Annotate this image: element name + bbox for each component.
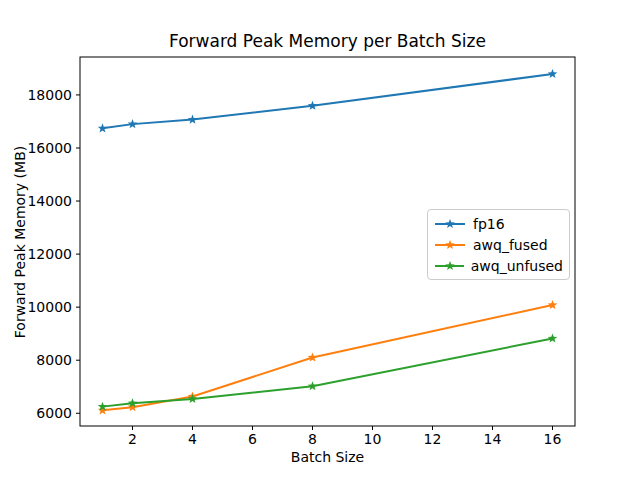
x-tick-label: 2	[128, 431, 137, 447]
legend-line-sample-fp16	[434, 217, 466, 231]
series-line-awq_unfused	[103, 338, 553, 406]
y-tick-label: 8000	[36, 352, 72, 368]
x-tick-label: 12	[424, 431, 442, 447]
x-tick-label: 8	[308, 431, 317, 447]
star-marker-icon	[445, 261, 455, 270]
x-tick-label: 6	[248, 431, 257, 447]
y-tick-label: 14000	[27, 193, 72, 209]
series-marker-fp16	[548, 69, 558, 78]
figure-canvas: Forward Peak Memory per Batch Size Forwa…	[0, 0, 640, 480]
star-marker-icon	[445, 219, 455, 228]
x-tick-label: 10	[364, 431, 382, 447]
x-axis-label: Batch Size	[80, 449, 575, 465]
y-tick-label: 18000	[27, 87, 72, 103]
series-marker-fp16	[308, 101, 318, 110]
legend-line-sample-awq_unfused	[434, 259, 464, 273]
legend-label: fp16	[473, 216, 505, 232]
series-line-fp16	[103, 74, 553, 128]
y-tick-label: 12000	[27, 246, 72, 262]
legend-item-awq_fused: awq_fused	[434, 234, 563, 255]
series-marker-awq_fused	[548, 300, 558, 309]
x-tick-label: 4	[188, 431, 197, 447]
series-line-awq_fused	[103, 305, 553, 410]
x-tick-label: 14	[484, 431, 502, 447]
legend: fp16 awq_fused awq_unfused	[427, 209, 570, 280]
series-marker-awq_unfused	[308, 381, 318, 390]
series-marker-awq_fused	[308, 353, 318, 362]
series-marker-awq_unfused	[548, 333, 558, 342]
x-tick-label: 16	[544, 431, 562, 447]
legend-item-fp16: fp16	[434, 213, 563, 234]
series-marker-fp16	[188, 115, 198, 124]
star-marker-icon	[445, 240, 455, 249]
legend-line-sample-awq_fused	[434, 238, 466, 252]
legend-item-awq_unfused: awq_unfused	[434, 255, 563, 276]
series-marker-fp16	[128, 119, 138, 128]
series-marker-fp16	[98, 123, 108, 132]
y-tick-label: 10000	[27, 299, 72, 315]
legend-label: awq_fused	[473, 237, 548, 253]
y-tick-label: 6000	[36, 405, 72, 421]
y-tick-label: 16000	[27, 140, 72, 156]
legend-label: awq_unfused	[471, 258, 563, 274]
